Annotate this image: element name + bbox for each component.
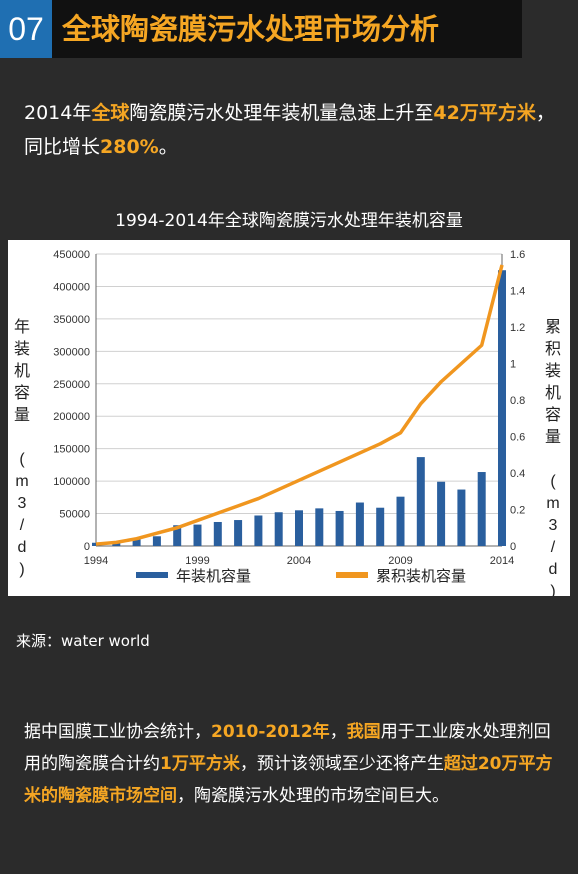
- legend-swatch-line: [336, 572, 368, 578]
- bar: [355, 502, 364, 546]
- chart-panel: 0 50000 100000 150000 200000 250000 300000 3500…: [8, 240, 570, 600]
- bar: [416, 457, 425, 546]
- footer-highlight: 2010-2012年: [211, 722, 330, 742]
- footer-highlight: 1万平方米: [160, 754, 240, 774]
- bar: [315, 508, 324, 546]
- y-left-label-char: 年: [14, 318, 30, 336]
- bar: [274, 512, 283, 546]
- bar: [213, 521, 222, 546]
- bar: [254, 515, 263, 546]
- bar: [132, 539, 141, 546]
- bar: [335, 510, 344, 546]
- x-tick-label: 2014: [490, 555, 514, 567]
- y-left-label-char: 装: [14, 340, 30, 358]
- y-left-tick-label: 100000: [53, 476, 90, 488]
- y-right-label-char: ): [550, 583, 555, 596]
- x-tick-label: 1999: [185, 555, 209, 567]
- y-right-tick-label: 0.6: [510, 432, 525, 444]
- bar: [234, 520, 243, 546]
- y-left-label-char: d: [18, 539, 27, 556]
- footer-text: 用于工业废水处理剂回用的陶瓷膜合计约: [24, 722, 551, 774]
- chart-title: 1994-2014年全球陶瓷膜污水处理年装机容量: [115, 211, 463, 231]
- x-tick-label: 1994: [84, 555, 108, 567]
- y-right-label-char: 容: [545, 406, 561, 424]
- chart: 0 50000 100000 150000 200000 250000 300000 3500…: [14, 249, 561, 600]
- lead-highlight: 全球: [91, 102, 130, 124]
- y-left-label-char: ): [19, 561, 24, 578]
- lead-text: ，同比增长: [24, 102, 555, 158]
- lead-text: 。: [158, 136, 178, 158]
- page-title: 全球陶瓷膜污水处理市场分析: [52, 0, 522, 58]
- y-left-tick-label: 150000: [53, 444, 90, 456]
- y-left-tick-label: 250000: [53, 379, 90, 391]
- bar: [376, 507, 385, 546]
- y-left-tick-label: 0: [84, 541, 90, 553]
- footer-paragraph: 据中国膜工业协会统计，2010-2012年，我国用于工业废水处理剂回用的陶瓷膜合…: [24, 716, 564, 812]
- y-left-tick-label: 450000: [53, 249, 90, 261]
- y-left-tick-label: 350000: [53, 314, 90, 326]
- bar: [437, 481, 446, 546]
- y-right-tick-label: 1: [510, 359, 516, 371]
- legend-label: 年装机容量: [176, 568, 251, 585]
- x-tick-label: 2009: [388, 555, 412, 567]
- y-right-label-char: 积: [545, 340, 561, 358]
- section-number: 07: [0, 0, 52, 58]
- y-right-label-char: m: [546, 495, 559, 512]
- y-right-tick-label: 0.2: [510, 505, 525, 517]
- bar: [498, 270, 506, 546]
- lead-paragraph: 2014年全球陶瓷膜污水处理年装机量急速上升至42万平方米，同比增长280%。: [24, 96, 564, 164]
- series-line: [95, 264, 504, 546]
- y-left-tick-label: 400000: [53, 281, 90, 293]
- y-right-label-char: 3: [549, 517, 558, 534]
- y-right-label-char: 装: [545, 362, 561, 380]
- y-right-tick-label: 0.8: [510, 395, 525, 407]
- y-right-tick-label: 1.4: [510, 286, 525, 298]
- footer-text: 据中国膜工业协会统计，: [24, 722, 211, 742]
- y-left-tick-label: 300000: [53, 346, 90, 358]
- lead-text: 陶瓷膜污水处理年装机量急速上升至: [129, 102, 434, 124]
- y-left-label-char: /: [20, 517, 25, 534]
- y-right-label-char: 机: [545, 384, 561, 402]
- y-right-tick-label: 1.6: [510, 249, 525, 261]
- bar: [396, 496, 405, 546]
- y-right-tick-label: 0: [510, 541, 516, 553]
- y-left-label-char: 3: [18, 495, 27, 512]
- y-right-label-char: d: [549, 561, 558, 578]
- lead-highlight: 42万平方米: [433, 102, 536, 124]
- y-left-label-char: 容: [14, 384, 30, 402]
- bar: [295, 510, 303, 546]
- y-right-label-char: /: [551, 539, 556, 556]
- footer-text: ，陶瓷膜污水处理的市场空间巨大。: [177, 786, 449, 806]
- y-right-label-char: 累: [545, 319, 561, 336]
- y-right-label-char: 量: [545, 429, 561, 446]
- y-left-label-char: (: [19, 451, 25, 468]
- footer-highlight: 我国: [346, 722, 381, 742]
- bar: [92, 542, 100, 546]
- y-left-tick-label: 50000: [59, 509, 90, 521]
- y-left-tick-label: 200000: [53, 411, 90, 423]
- y-left-label-char: 量: [14, 407, 30, 424]
- legend-label: 累积装机容量: [376, 568, 466, 585]
- bar: [152, 536, 161, 546]
- y-left-label-char: 机: [14, 362, 30, 380]
- y-left-label-char: m: [15, 473, 28, 490]
- footer-text: ，预计该领域至少还将产生: [239, 754, 444, 774]
- lead-text: 2014年: [24, 102, 92, 124]
- footer-text: ，: [329, 722, 347, 742]
- footer-highlight: 超过20万平方米的陶瓷膜市场空间: [24, 754, 553, 806]
- lead-highlight: 280%: [100, 136, 159, 158]
- source-note: 来源：water world: [16, 632, 150, 650]
- bar: [477, 472, 486, 546]
- x-tick-label: 2004: [287, 555, 311, 567]
- y-right-label-char: (: [550, 473, 556, 490]
- y-right-tick-label: 1.2: [510, 322, 525, 334]
- header: 07 全球陶瓷膜污水处理市场分析: [0, 0, 578, 58]
- bar: [457, 489, 466, 546]
- y-right-tick-label: 0.4: [510, 468, 525, 480]
- bar: [193, 524, 202, 546]
- legend-swatch-bar: [136, 572, 168, 578]
- bar: [173, 525, 182, 546]
